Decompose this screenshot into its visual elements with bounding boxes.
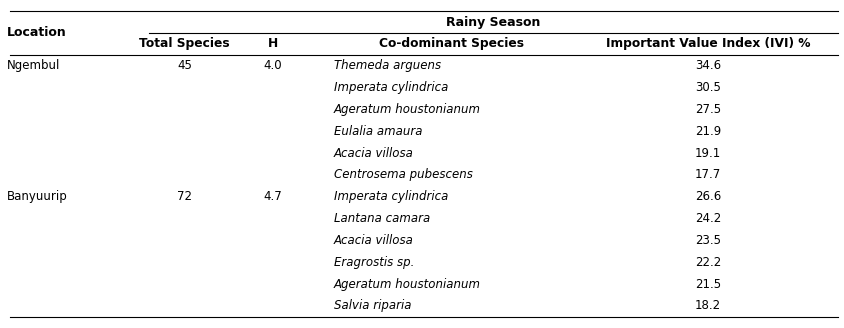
Text: Banyuurip: Banyuurip	[7, 190, 68, 203]
Text: Imperata cylindrica: Imperata cylindrica	[333, 190, 448, 203]
Text: Centrosema pubescens: Centrosema pubescens	[333, 168, 473, 181]
Text: Ageratum houstonianum: Ageratum houstonianum	[333, 103, 481, 116]
Text: 4.7: 4.7	[263, 190, 282, 203]
Text: 21.9: 21.9	[695, 125, 721, 138]
Text: 45: 45	[177, 59, 192, 72]
Text: Co-dominant Species: Co-dominant Species	[379, 37, 524, 51]
Text: 27.5: 27.5	[695, 103, 721, 116]
Text: 23.5: 23.5	[695, 234, 721, 247]
Text: Rainy Season: Rainy Season	[446, 15, 541, 29]
Text: 21.5: 21.5	[695, 277, 721, 291]
Text: 34.6: 34.6	[695, 59, 721, 72]
Text: 72: 72	[177, 190, 192, 203]
Text: Important Value Index (IVI) %: Important Value Index (IVI) %	[606, 37, 810, 51]
Text: 19.1: 19.1	[695, 147, 721, 160]
Text: Lantana camara: Lantana camara	[333, 212, 430, 225]
Text: 18.2: 18.2	[695, 299, 721, 313]
Text: Acacia villosa: Acacia villosa	[333, 147, 414, 160]
Text: Salvia riparia: Salvia riparia	[333, 299, 411, 313]
Text: 4.0: 4.0	[263, 59, 282, 72]
Text: Ageratum houstonianum: Ageratum houstonianum	[333, 277, 481, 291]
Text: 24.2: 24.2	[695, 212, 721, 225]
Text: Total Species: Total Species	[139, 37, 230, 51]
Text: Eragrostis sp.: Eragrostis sp.	[333, 256, 414, 269]
Text: Eulalia amaura: Eulalia amaura	[333, 125, 422, 138]
Text: Location: Location	[7, 27, 66, 39]
Text: 30.5: 30.5	[695, 81, 721, 94]
Text: 22.2: 22.2	[695, 256, 721, 269]
Text: Ngembul: Ngembul	[7, 59, 60, 72]
Text: Themeda arguens: Themeda arguens	[333, 59, 441, 72]
Text: Imperata cylindrica: Imperata cylindrica	[333, 81, 448, 94]
Text: 17.7: 17.7	[695, 168, 721, 181]
Text: Acacia villosa: Acacia villosa	[333, 234, 414, 247]
Text: 26.6: 26.6	[695, 190, 721, 203]
Text: H: H	[268, 37, 278, 51]
